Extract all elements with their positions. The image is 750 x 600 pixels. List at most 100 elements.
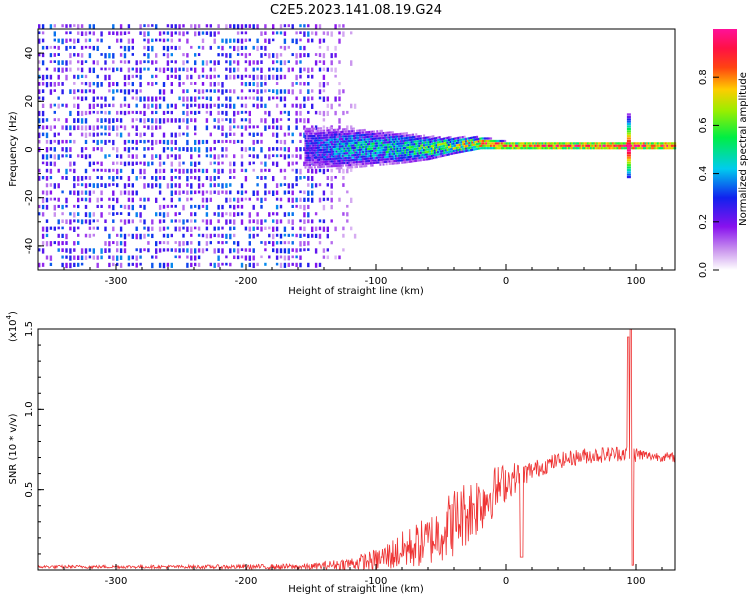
spectrogram-cell (178, 190, 181, 196)
spectrogram-cell (418, 152, 421, 155)
spectrogram-cell (197, 190, 201, 194)
spectrogram-cell (248, 38, 251, 42)
spectrogram-cell (497, 142, 500, 145)
spectrogram-cell (326, 233, 329, 239)
spectrogram-cell (108, 204, 111, 209)
spectrogram-cell (471, 141, 474, 144)
spectrogram-cell (377, 132, 380, 135)
spectrogram-cell (332, 136, 335, 139)
spectrogram-cell (194, 190, 197, 195)
spectrogram-cell (233, 241, 236, 245)
spectrogram-cell (158, 154, 162, 160)
spectrogram-cell (80, 24, 84, 28)
spectrogram-cell (312, 139, 315, 142)
spectrogram-cell (84, 110, 88, 116)
spectrogram-cell (401, 149, 404, 152)
spectrogram-cell (61, 219, 64, 224)
spectrogram-cell (660, 142, 663, 145)
spectrogram-cell (53, 82, 56, 87)
spectrogram-cell (88, 248, 92, 252)
spectrogram-cell (650, 147, 653, 150)
spectrogram-cell (92, 24, 95, 30)
spectrogram-cell (614, 144, 617, 147)
spectrogram-cell (65, 197, 68, 204)
spectrogram-cell (244, 190, 248, 194)
spectrogram-cell (501, 142, 504, 145)
spectrogram-cell (314, 183, 318, 188)
spectrogram-cell (170, 103, 173, 108)
spectrogram-cell (119, 103, 123, 108)
spectrogram-cell (88, 255, 92, 259)
spectrogram-cell (451, 145, 454, 148)
spectrogram-cell (366, 152, 369, 155)
spectrogram-cell (412, 143, 415, 146)
spectrogram-cell (240, 24, 244, 30)
spectrogram-cell (197, 248, 201, 253)
spectrogram-cell (340, 159, 343, 162)
spectrogram-cell (440, 152, 443, 155)
spectrogram-cell (365, 160, 368, 163)
spectrogram-cell (357, 129, 360, 132)
spectrogram-cell (158, 219, 162, 224)
spectrogram-cell (412, 160, 415, 163)
spectrogram-cell (77, 204, 80, 209)
spectrogram-cell (112, 147, 115, 151)
spectrogram-cell (77, 197, 80, 203)
spectrogram-cell (566, 144, 569, 147)
spectrogram-cell (552, 147, 555, 150)
spectrogram-cell (569, 144, 572, 147)
spectrogram-cell (80, 74, 84, 78)
spectrogram-cell (487, 147, 489, 150)
spectrogram-cell (362, 138, 365, 141)
spectrogram-cell (135, 161, 138, 166)
spectrogram-cell (321, 139, 324, 142)
spectrogram-cell (77, 74, 80, 80)
spectrogram-cell (123, 74, 127, 81)
spectrogram-cell (240, 118, 244, 122)
spectrogram-cell (205, 190, 209, 194)
spectrogram-cell (326, 110, 329, 116)
spectrogram-cell (158, 161, 162, 167)
spectrogram-cell (441, 137, 444, 141)
spectrogram-cell (421, 146, 424, 149)
spectrogram-cell (380, 139, 383, 142)
spectrogram-cell (186, 183, 189, 187)
spectrogram-cell (61, 154, 64, 158)
spectrogram-cell (338, 145, 341, 148)
spectrogram-cell (248, 248, 251, 252)
spectrogram-cell (326, 255, 329, 260)
spectrogram-cell (646, 142, 649, 145)
spectrogram-cell (366, 131, 369, 134)
spectrogram-cell (73, 212, 76, 218)
spectrogram-cell (233, 74, 236, 80)
spectrogram-cell (88, 176, 92, 180)
spectrogram-cell (368, 135, 371, 138)
spectrogram-cell (476, 135, 479, 138)
spectrogram-cell (73, 161, 76, 166)
spectrogram-cell (139, 82, 142, 88)
spectrogram-cell (324, 139, 327, 142)
spectrogram-cell (61, 89, 64, 95)
spectrogram-cell (248, 53, 251, 56)
spectrogram-cell (45, 255, 49, 260)
spectrogram-cell (283, 103, 287, 108)
spectrogram-cell (363, 133, 366, 136)
spectrogram-cell (324, 131, 327, 134)
spectrogram-cell (318, 141, 321, 144)
spectrogram-cell (374, 156, 377, 160)
spectrogram-cell (476, 143, 479, 146)
spectrogram-cell (311, 219, 314, 224)
spectrogram-cell (435, 151, 438, 154)
spectrogram-cell (313, 154, 316, 157)
spectrogram-cell (318, 233, 322, 239)
spectrogram-cell (366, 150, 369, 153)
spectrogram-cell (279, 139, 283, 144)
spectrogram-cell (395, 150, 397, 153)
spectrogram-cell (398, 147, 401, 150)
spectrogram-cell (395, 159, 397, 162)
spectrogram-cell (49, 103, 53, 109)
spectrogram-cell (393, 150, 396, 153)
spectrogram-cell (283, 183, 287, 186)
spectrogram-cell (522, 142, 525, 145)
spectrogram-cell (430, 142, 433, 145)
